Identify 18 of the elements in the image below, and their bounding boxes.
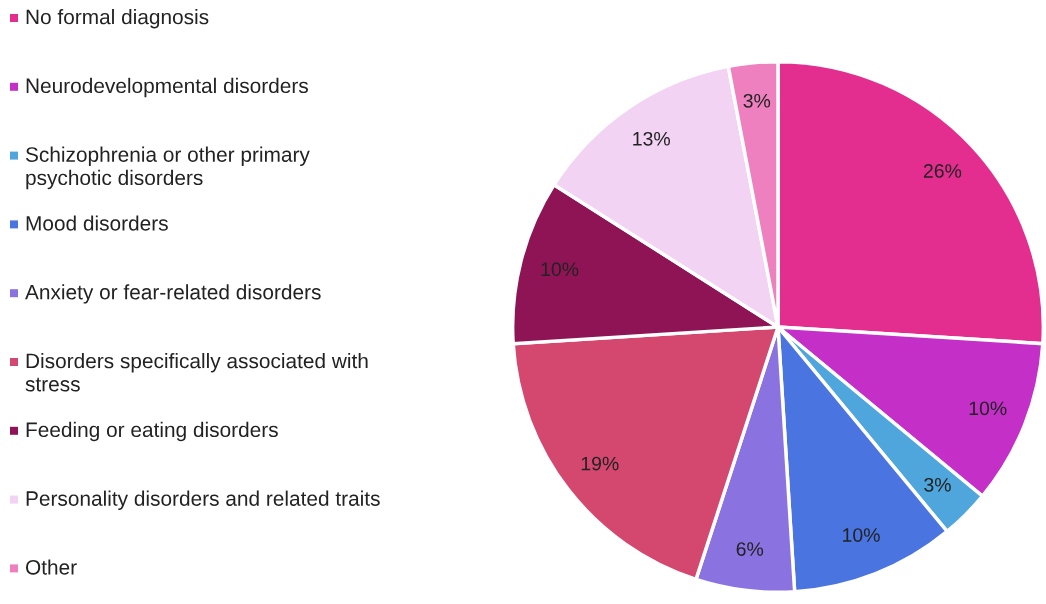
data-label: 3% <box>924 477 951 492</box>
legend-label: Neurodevelopmental disorders <box>26 77 308 98</box>
legend-label: Mood disorders <box>26 215 168 231</box>
data-label: 6% <box>736 542 764 556</box>
data-label: 10% <box>843 528 880 542</box>
legend-label: Schizophrenia or other primary psychotic disorders <box>25 146 310 190</box>
data-label: 19% <box>581 456 619 471</box>
data-label: 3% <box>743 93 771 108</box>
data-label: 10% <box>541 262 579 277</box>
data-label: 26% <box>923 164 962 178</box>
legend-label: Disorders specifically associated with stress <box>25 353 368 392</box>
legend-label: No formal diagnosis <box>26 9 209 29</box>
legend-label: Personality disorders and related traits <box>26 490 380 511</box>
legend-label: Feeding or eating disorders <box>26 421 278 442</box>
legend-label: Anxiety or fear-related disorders <box>25 284 321 304</box>
data-label: 10% <box>969 401 1007 416</box>
data-label: 13% <box>633 131 670 146</box>
legend-label: Other <box>25 559 77 575</box>
